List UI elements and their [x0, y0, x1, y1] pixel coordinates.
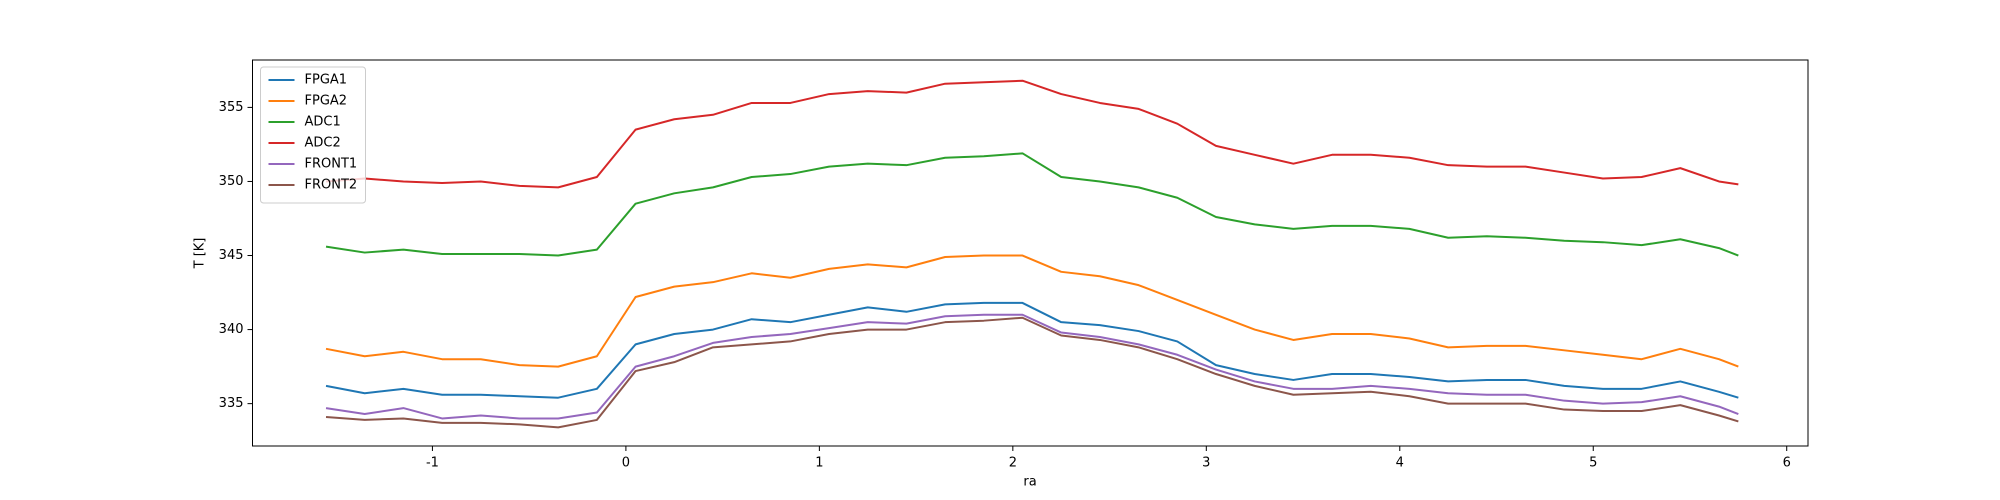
x-tick-label: 2 [1009, 456, 1017, 471]
line-series [325, 301, 1739, 399]
line-series [325, 313, 1739, 420]
legend-label: FPGA2 [305, 94, 348, 109]
y-tick-label: 355 [219, 100, 244, 115]
x-tick-label: 1 [815, 456, 823, 471]
x-tick-label: 4 [1396, 456, 1404, 471]
y-tick-label: 345 [219, 248, 244, 263]
x-tick-label: 5 [1589, 456, 1597, 471]
x-tick-label: -1 [426, 456, 439, 471]
x-tick-label: 6 [1783, 456, 1791, 471]
legend-label: FRONT1 [305, 157, 358, 172]
y-tick-label: 340 [219, 322, 244, 337]
legend-label: FPGA1 [305, 73, 348, 88]
y-tick-label: 350 [219, 174, 244, 189]
legend: FPGA1 FPGA2 ADC1 ADC2 FRONT1 FRONT2 [260, 66, 366, 204]
line-series [325, 254, 1739, 368]
line-series [325, 152, 1739, 257]
x-tick-label: 3 [1202, 456, 1210, 471]
line-series [325, 316, 1739, 429]
plot-frame [252, 59, 1809, 447]
line-series [325, 79, 1739, 189]
y-axis-label: T [K] [193, 238, 208, 270]
y-tick-label: 335 [219, 396, 244, 411]
x-tick-label: 0 [622, 456, 630, 471]
legend-label: ADC2 [305, 136, 341, 151]
x-axis-label: ra [1023, 475, 1036, 490]
legend-label: ADC1 [305, 115, 341, 130]
legend-label: FRONT2 [305, 178, 358, 193]
